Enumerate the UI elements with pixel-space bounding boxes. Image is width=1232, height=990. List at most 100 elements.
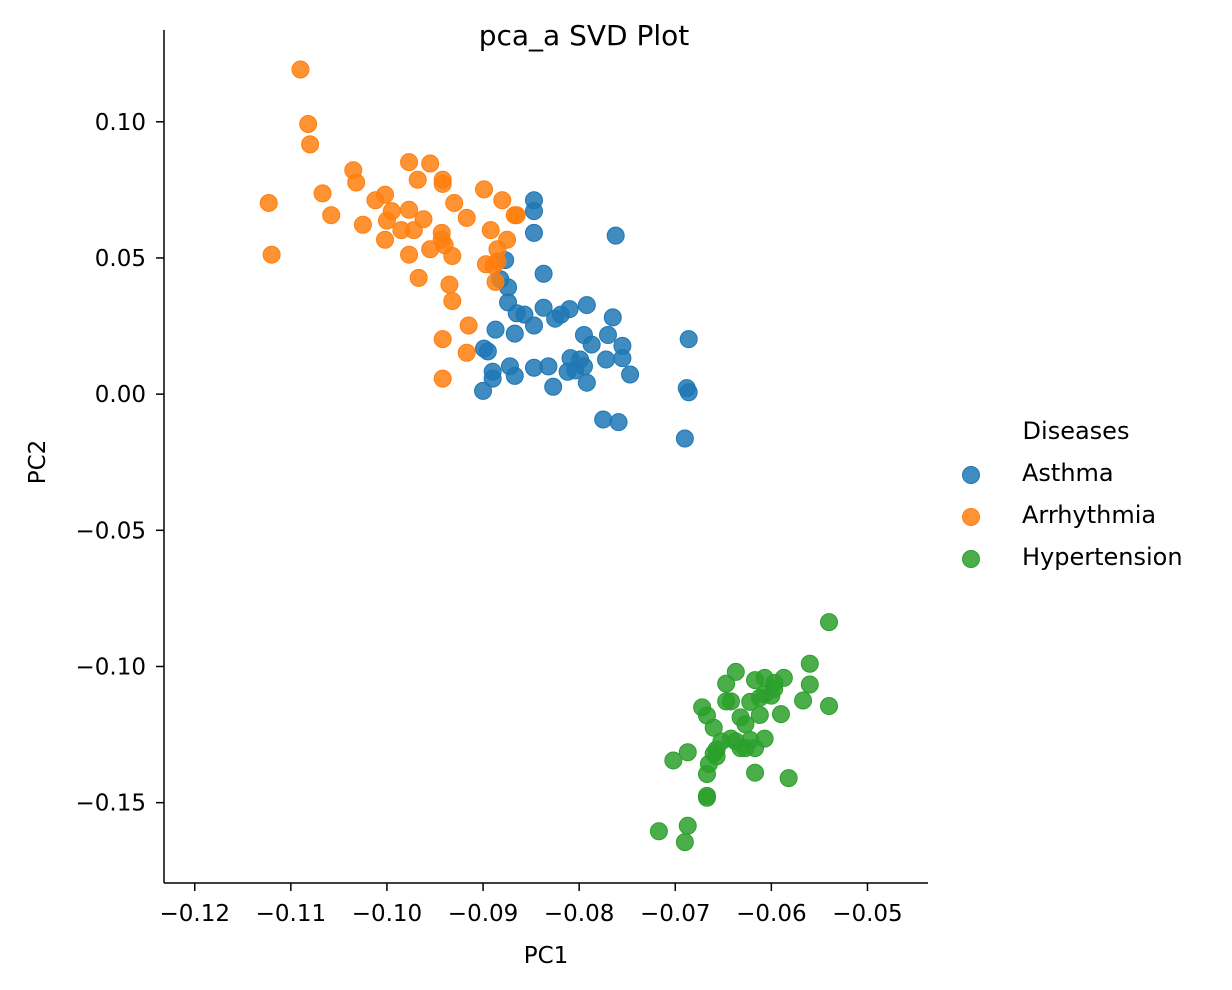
data-point (493, 191, 512, 210)
series-arrhythmia (259, 60, 526, 388)
data-point (746, 739, 765, 758)
x-tick-label: −0.12 (160, 901, 230, 927)
legend-label: Arrhythmia (1022, 501, 1156, 529)
data-point (524, 316, 543, 335)
data-point (679, 330, 698, 349)
data-point (505, 324, 524, 343)
data-point (771, 705, 790, 724)
data-point (675, 429, 694, 448)
data-point (376, 230, 395, 249)
data-point (421, 154, 440, 173)
legend-title: Diseases (1023, 417, 1130, 445)
data-point (707, 747, 726, 766)
y-axis-title: PC2 (25, 440, 51, 485)
x-tick-label: −0.11 (256, 901, 326, 927)
y-tick-label: −0.05 (76, 518, 146, 544)
data-point (524, 202, 543, 221)
x-ticks: −0.12 −0.11 −0.10 −0.09 −0.08 −0.07 −0.06 −0.05 (160, 883, 903, 927)
data-point (524, 223, 543, 242)
legend-label: Hypertension (1022, 543, 1183, 571)
y-tick-label: 0.05 (95, 246, 146, 272)
data-point (731, 708, 750, 727)
data-point (440, 275, 459, 294)
data-point (560, 300, 579, 319)
data-point (500, 357, 519, 376)
data-point (481, 221, 500, 240)
data-point (621, 365, 640, 384)
legend-item-arrhythmia: Arrhythmia (962, 501, 1156, 529)
legend: Diseases Asthma Arrhythmia Hypertension (962, 417, 1183, 571)
data-point (594, 410, 613, 429)
data-point (475, 180, 494, 199)
data-point (299, 114, 318, 133)
data-point (400, 245, 419, 264)
data-point (313, 184, 332, 203)
data-point (483, 369, 502, 388)
data-point (524, 358, 543, 377)
data-point (443, 291, 462, 310)
legend-item-asthma: Asthma (962, 459, 1114, 487)
data-point (794, 691, 813, 710)
data-point (400, 153, 419, 172)
data-point (433, 330, 452, 349)
data-point (377, 211, 396, 230)
data-point (484, 256, 503, 275)
data-point (750, 705, 769, 724)
data-point (433, 174, 452, 193)
legend-item-hypertension: Hypertension (962, 543, 1183, 571)
data-point (697, 765, 716, 784)
legend-items: Asthma Arrhythmia Hypertension (962, 459, 1183, 571)
y-tick-label: 0.10 (95, 110, 146, 136)
data-point (678, 743, 697, 762)
data-point (697, 788, 716, 807)
data-point (475, 339, 494, 358)
data-point (262, 245, 281, 264)
y-tick-label: 0.00 (95, 382, 146, 408)
data-point (606, 226, 625, 245)
data-point (457, 343, 476, 362)
data-point (597, 350, 616, 369)
data-point (408, 170, 427, 189)
data-point (301, 135, 320, 154)
legend-marker (962, 508, 980, 526)
x-tick-label: −0.06 (736, 901, 806, 927)
data-point (678, 816, 697, 835)
data-point (459, 316, 478, 335)
data-point (443, 247, 462, 266)
legend-marker (962, 466, 980, 484)
data-point (534, 298, 553, 317)
series-hypertension (649, 613, 839, 852)
data-point (603, 308, 622, 327)
data-point (582, 335, 601, 354)
data-point (820, 696, 839, 715)
data-point (409, 268, 428, 287)
x-axis-title: PC1 (524, 943, 569, 969)
data-point (534, 264, 553, 283)
data-point (741, 692, 760, 711)
x-tick-label: −0.10 (352, 901, 422, 927)
data-point (779, 769, 798, 788)
data-point (746, 763, 765, 782)
y-ticks: 0.10 0.05 0.00 −0.05 −0.10 −0.15 (76, 110, 164, 817)
data-point (675, 833, 694, 852)
data-point (717, 692, 736, 711)
x-tick-label: −0.05 (832, 901, 902, 927)
x-tick-label: −0.08 (544, 901, 614, 927)
data-point (800, 675, 819, 694)
data-point (679, 383, 698, 402)
x-tick-label: −0.09 (448, 901, 518, 927)
data-point (445, 193, 464, 212)
x-tick-label: −0.07 (640, 901, 710, 927)
data-point (259, 193, 278, 212)
data-point (820, 613, 839, 632)
data-point (400, 200, 419, 219)
series-asthma (474, 191, 698, 448)
data-point (486, 272, 505, 291)
y-tick-label: −0.15 (76, 791, 146, 817)
data-point (664, 751, 683, 770)
y-tick-label: −0.10 (76, 654, 146, 680)
data-point (746, 671, 765, 690)
data-point (649, 822, 668, 841)
data-point (433, 369, 452, 388)
